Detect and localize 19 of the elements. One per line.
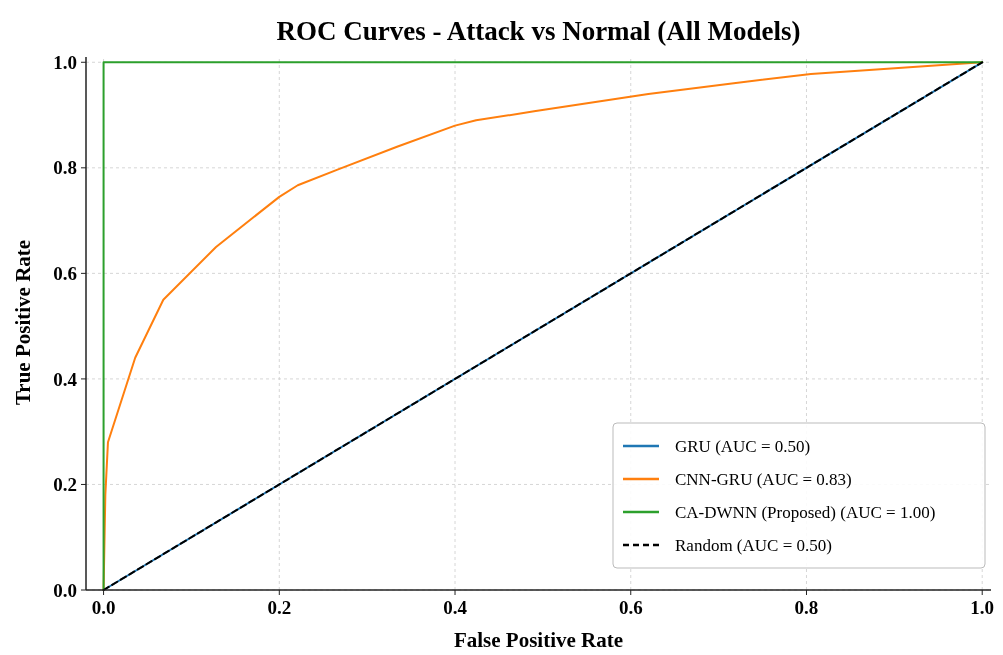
x-tick-label: 1.0	[970, 597, 995, 618]
legend-label: Random (AUC = 0.50)	[675, 535, 832, 555]
y-tick-label: 0.2	[53, 474, 77, 496]
legend-label: CA-DWNN (Proposed) (AUC = 1.00)	[675, 502, 936, 522]
x-tick-label: 0.6	[618, 597, 643, 618]
y-tick-label: 0.8	[53, 157, 77, 179]
x-tick-label: 0.2	[267, 597, 292, 618]
chart-title: ROC Curves - Attack vs Normal (All Models)	[276, 16, 801, 46]
y-tick-label: 1.0	[53, 51, 77, 73]
legend-label: GRU (AUC = 0.50)	[675, 436, 811, 456]
y-tick-label: 0.4	[53, 368, 78, 390]
x-tick-label: 0.4	[443, 597, 468, 618]
y-tick-label: 0.0	[53, 579, 77, 601]
y-axis-title: True Positive Rate	[11, 239, 35, 406]
x-tick-label: 0.8	[794, 597, 819, 618]
x-tick-label: 0.0	[91, 597, 116, 618]
x-axis-title: False Positive Rate	[453, 628, 624, 652]
y-tick-label: 0.6	[53, 263, 77, 285]
legend-label: CNN-GRU (AUC = 0.83)	[675, 469, 852, 489]
